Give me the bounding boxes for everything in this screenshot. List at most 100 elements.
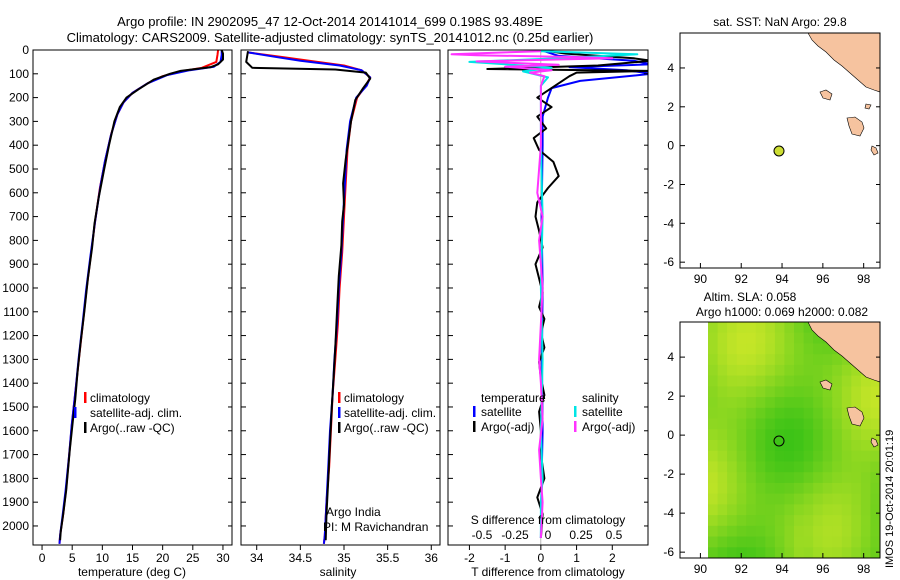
difference-axes-frame: [447, 49, 649, 546]
simeulue-island: [819, 89, 833, 101]
sla-cell: [746, 386, 757, 398]
sla-cell: [774, 536, 786, 548]
sla-cell: [765, 418, 776, 430]
x-tick-label: 36: [425, 551, 439, 565]
sla-cell: [794, 450, 805, 462]
sla-cell: [870, 375, 880, 387]
legend-label-t-argo: Argo(-adj): [481, 420, 534, 434]
sla-cell: [708, 354, 719, 366]
sla-cell: [860, 386, 872, 398]
lon-tick-label: 96: [816, 272, 830, 286]
sla-cell: [746, 482, 757, 495]
sla-cell: [841, 375, 852, 387]
sla-cell: [803, 493, 814, 505]
sla-cell: [736, 343, 747, 355]
sla-cell: [841, 440, 852, 452]
sla-cell: [870, 504, 880, 516]
sla-cell: [794, 322, 805, 334]
sla-cell: [708, 472, 719, 484]
sla-cell: [736, 397, 747, 409]
sla-cell: [870, 525, 880, 538]
x-tick-label: 0: [538, 551, 545, 565]
series-line-salinity-satellite: [468, 50, 639, 538]
temperature-axes-frame: [32, 49, 233, 546]
sla-cell: [736, 375, 747, 387]
sla-cell: [765, 440, 776, 452]
lon-tick-label: 98: [857, 272, 871, 286]
sla-cell: [870, 450, 880, 462]
y-tick-label: 1900: [2, 495, 29, 509]
sla-cell: [841, 386, 852, 398]
pi-label: PI: M Ravichandran: [323, 520, 428, 534]
series-line-temperature-satellite: [539, 50, 648, 538]
sla-cell: [727, 515, 738, 527]
sla-cell: [870, 515, 880, 527]
sla-cell: [832, 429, 843, 441]
s-difference-x2-tick-labels: -0.5 -0.25 0 0.25 0.5: [472, 528, 623, 542]
legend-label-satellite-adj-clim: satellite-adj. clim.: [344, 406, 436, 420]
y-tick-label: 400: [9, 138, 29, 152]
x2-tick-label: 0: [545, 528, 552, 542]
sla-cell: [784, 354, 795, 366]
sla-cell: [717, 332, 728, 344]
lon-tick-label: 92: [735, 562, 749, 576]
legend-swatch-satellite-adj-clim: [74, 407, 77, 418]
y-tick-label: 1500: [2, 400, 29, 414]
sla-map-panel: Altim. SLA: 0.058 Argo h1000: 0.069 h200…: [663, 290, 881, 576]
sla-cell: [717, 429, 728, 441]
sla-cell: [794, 343, 805, 355]
sla-cell: [841, 482, 852, 495]
sla-cell: [774, 375, 786, 387]
sla-map-ticks: 90 92 94 96 98 -6 -4 -2 0 2 4: [663, 350, 880, 576]
sla-title-line2: Argo h1000: 0.069 h2000: 0.082: [696, 305, 868, 319]
sla-cell: [870, 493, 880, 505]
sla-cell: [774, 332, 786, 344]
sla-cell: [727, 482, 738, 495]
simeulue-island: [819, 379, 833, 391]
sla-cell: [860, 482, 872, 495]
sla-cell: [813, 343, 824, 355]
sla-cell: [813, 418, 824, 430]
sla-cell: [717, 397, 728, 409]
sla-cell: [803, 450, 814, 462]
sla-cell: [803, 364, 814, 377]
sla-cell: [717, 418, 728, 430]
sla-cell: [755, 343, 766, 355]
salinity-panel: 34 34.5 35 35.5 36 salinity climatology sate…: [240, 49, 441, 579]
x2-tick-label: 0.5: [606, 528, 623, 542]
sla-cell: [727, 407, 738, 420]
sla-cell: [813, 525, 824, 538]
legend-swatch-climatology: [338, 392, 341, 403]
sla-cell: [803, 407, 814, 420]
sla-cell: [832, 386, 843, 398]
lon-tick-label: 94: [775, 272, 789, 286]
sla-cell: [860, 525, 872, 538]
sla-cell: [813, 504, 824, 516]
temperature-legend: climatology satellite-adj. clim. Argo(..…: [74, 391, 182, 435]
series-line-argo-raw-qc: [59, 50, 224, 541]
salinity-x-ticks: 34 34.5 35 35.5 36: [250, 545, 438, 565]
sla-cell: [746, 332, 757, 344]
sla-cell: [755, 493, 766, 505]
lat-tick-label: 0: [667, 139, 674, 153]
sla-cell: [803, 375, 814, 387]
legend-swatch-satellite-adj-clim: [338, 407, 341, 418]
legend-title-salinity: salinity: [582, 391, 619, 405]
sla-cell: [746, 375, 757, 387]
sst-land-layer: [807, 33, 880, 156]
sla-cell: [708, 386, 719, 398]
sla-cell: [774, 322, 786, 334]
sla-cell: [832, 482, 843, 495]
sla-cell: [765, 429, 776, 441]
sla-cell: [774, 547, 786, 558]
sla-cell: [755, 504, 766, 516]
sla-cell: [746, 547, 757, 558]
sla-cell: [803, 322, 814, 334]
lat-tick-label: 0: [667, 428, 674, 442]
sla-cell: [832, 547, 843, 558]
x-tick-label: 15: [126, 551, 140, 565]
sla-cell: [708, 429, 719, 441]
x2-tick-label: -0.25: [501, 528, 529, 542]
sla-cell: [774, 482, 786, 495]
sla-cell: [736, 536, 747, 548]
